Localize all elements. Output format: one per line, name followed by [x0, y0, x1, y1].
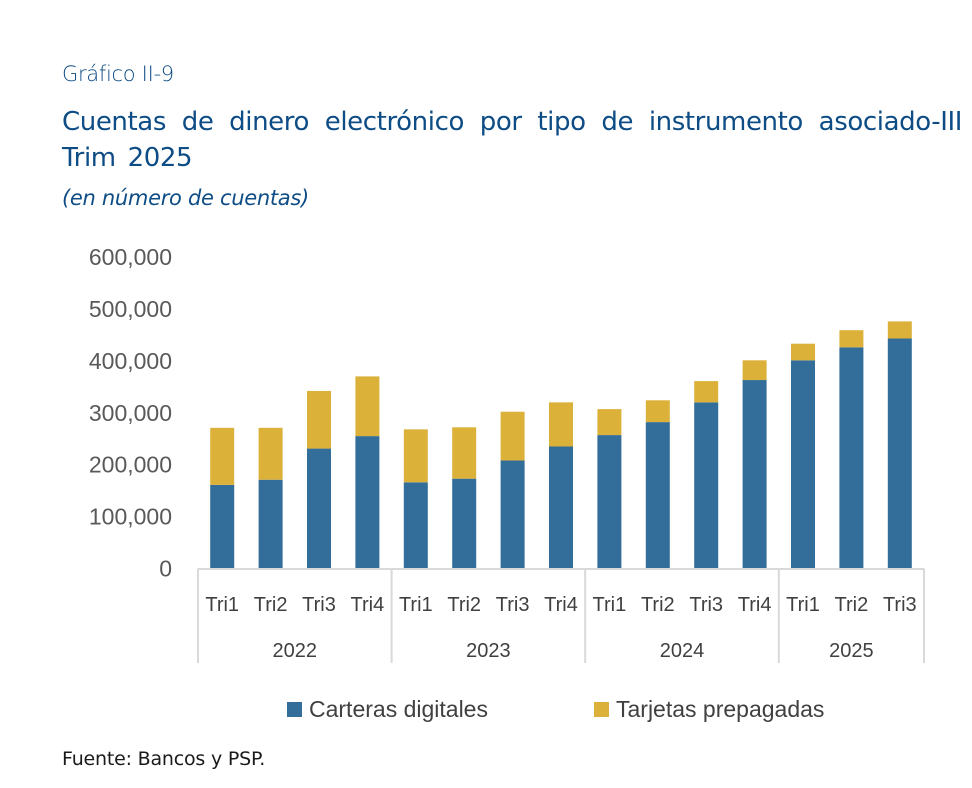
legend-item-carteras-digitales: Carteras digitales [287, 694, 488, 724]
bar-tarjetas-prepagadas [258, 427, 283, 480]
x-tick-label: Tri4 [738, 594, 772, 616]
bar-carteras-digitales [500, 460, 525, 569]
legend: Carteras digitales Tarjetas prepagadas [0, 694, 972, 724]
legend-label-tarjetas-prepagadas: Tarjetas prepagadas [616, 695, 825, 722]
y-tick-label: 200,000 [89, 452, 172, 478]
y-tick-label: 300,000 [89, 400, 172, 426]
bar-carteras-digitales [742, 380, 767, 569]
chart-title: Cuentas de dinero electrónico por tipo d… [62, 107, 962, 173]
bar-tarjetas-prepagadas [452, 427, 477, 479]
x-tick-label: Tri2 [254, 594, 288, 616]
bar-tarjetas-prepagadas [403, 429, 428, 483]
y-tick-label: 600,000 [89, 244, 172, 270]
x-group-label: 2025 [829, 640, 874, 662]
x-group-label: 2023 [466, 640, 511, 662]
bar-tarjetas-prepagadas [597, 409, 622, 436]
bars [210, 321, 912, 569]
y-tick-label: 100,000 [89, 504, 172, 530]
bar-carteras-digitales [694, 402, 719, 569]
x-tick-label: Tri3 [302, 594, 336, 616]
bar-tarjetas-prepagadas [307, 390, 331, 449]
legend-label-carteras-digitales: Carteras digitales [309, 695, 488, 722]
y-tick-label: 500,000 [89, 296, 172, 322]
bar-tarjetas-prepagadas [839, 330, 864, 348]
bar-tarjetas-prepagadas [791, 343, 815, 361]
bar-carteras-digitales [645, 422, 670, 569]
legend-swatch-tarjetas-prepagadas [594, 701, 609, 717]
x-tick-label: Tri2 [641, 594, 675, 616]
x-tick-label: Tri4 [351, 594, 385, 616]
stacked-bar-chart: 0 100,000 200,000 300,000 400,000 500,000 600,… [89, 244, 925, 663]
x-tick-label: Tri4 [544, 594, 578, 616]
bar-tarjetas-prepagadas [500, 411, 525, 461]
x-tick-label: Tri2 [835, 594, 869, 616]
source-note: Fuente: Bancos y PSP. [62, 748, 266, 770]
bar-tarjetas-prepagadas [694, 381, 719, 403]
x-tick-label: Tri3 [689, 594, 723, 616]
y-axis-tick-labels: 0 100,000 200,000 300,000 400,000 500,000 600,… [89, 244, 172, 582]
bar-carteras-digitales [549, 446, 573, 569]
bar-tarjetas-prepagadas [887, 321, 912, 339]
bar-tarjetas-prepagadas [742, 360, 767, 381]
bar-carteras-digitales [307, 448, 331, 569]
bar-tarjetas-prepagadas [210, 427, 235, 485]
legend-swatch-carteras-digitales [287, 701, 302, 717]
x-group-label: 2024 [660, 640, 705, 662]
bar-carteras-digitales [210, 484, 235, 569]
legend-item-tarjetas-prepagadas: Tarjetas prepagadas [594, 694, 824, 724]
x-tick-label: Tri2 [447, 594, 481, 616]
bar-carteras-digitales [597, 435, 622, 569]
x-tick-label: Tri3 [883, 594, 917, 616]
x-tick-label: Tri1 [399, 594, 433, 616]
x-axis: Tri1 Tri2 Tri3 Tri4 2022 Tri1 Tri2 Tri3 Tri4 2023… [197, 568, 925, 663]
bar-tarjetas-prepagadas [549, 402, 573, 447]
figure-label: Gráfico II-9 [62, 62, 174, 86]
bar-tarjetas-prepagadas [645, 400, 670, 423]
bar-carteras-digitales [258, 479, 283, 569]
bar-carteras-digitales [887, 338, 912, 569]
bar-carteras-digitales [791, 360, 815, 569]
x-tick-label: Tri1 [786, 594, 820, 616]
bar-carteras-digitales [839, 347, 864, 569]
x-tick-label: Tri3 [496, 594, 530, 616]
y-tick-label: 400,000 [89, 348, 172, 374]
bar-carteras-digitales [403, 482, 428, 569]
x-tick-label: Tri1 [593, 594, 627, 616]
y-tick-label: 0 [159, 556, 172, 582]
chart-subtitle: (en número de cuentas) [62, 186, 309, 210]
bar-carteras-digitales [355, 436, 380, 569]
bar-carteras-digitales [452, 478, 477, 569]
x-group-label: 2022 [273, 640, 318, 662]
bar-tarjetas-prepagadas [355, 376, 380, 437]
x-tick-label: Tri1 [205, 594, 239, 616]
